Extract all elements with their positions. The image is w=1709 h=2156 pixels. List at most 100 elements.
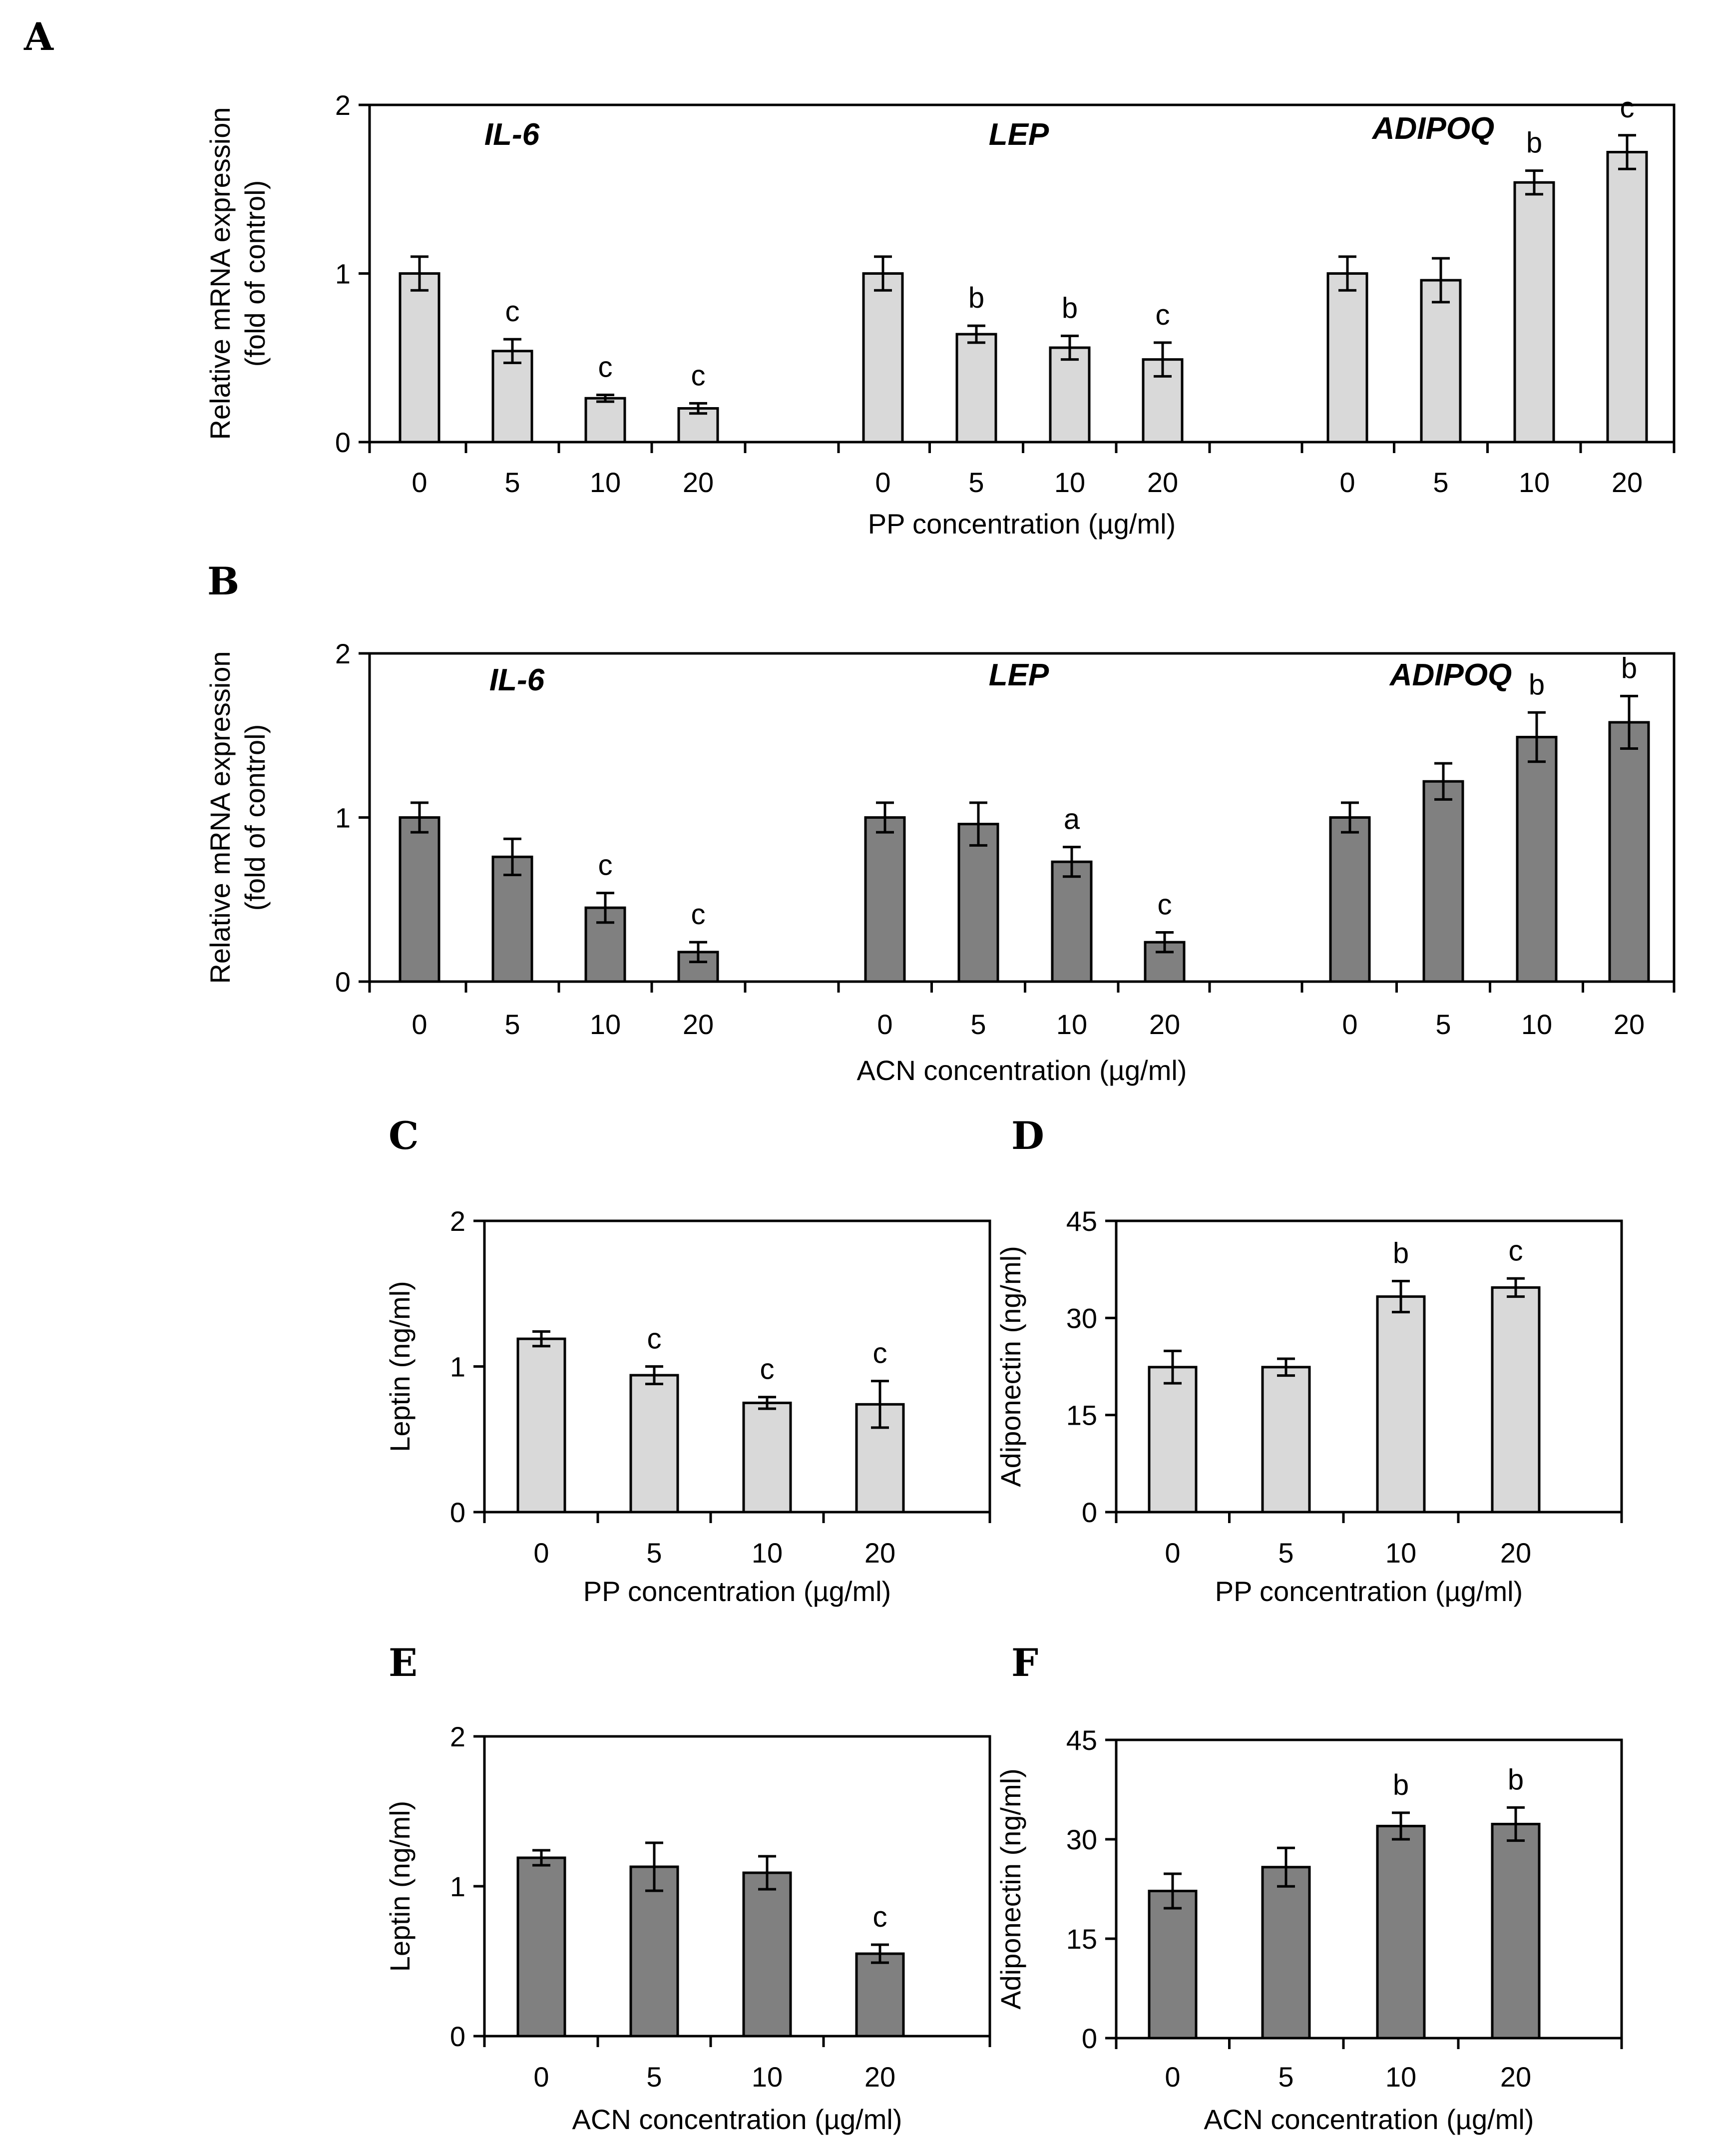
bar-D-0 (1148, 1366, 1198, 1514)
y-tick-label-A: 2 (335, 89, 351, 121)
x-tick-label-B-ADIPOQ: 20 (1614, 1009, 1645, 1040)
x-tick-label-C: 20 (864, 1537, 895, 1569)
x-tick-label-E: 10 (752, 2061, 783, 2093)
bar-B-IL-6-0 (399, 816, 440, 983)
x-tick-label-B-ADIPOQ: 0 (1342, 1009, 1357, 1040)
y-tick-label-B: 2 (335, 638, 351, 669)
y-tick-label-B: 1 (335, 802, 351, 834)
y-axis-title-D: Adiponectin (ng/ml) (995, 1246, 1026, 1487)
significance-label-A-IL-6: c (505, 295, 520, 328)
x-tick-label-D: 5 (1278, 1537, 1293, 1569)
x-tick-label-A-ADIPOQ: 0 (1339, 467, 1355, 498)
bar-F-10 (1376, 1824, 1426, 2040)
x-tick-label-F: 10 (1385, 2061, 1416, 2093)
significance-label-A-IL-6: c (598, 351, 613, 384)
panel-label-D: D (1011, 1113, 1044, 1158)
bar-A-IL-6-5 (491, 350, 533, 444)
x-tick-label-B-LEP: 5 (970, 1009, 986, 1040)
x-tick-label-D: 0 (1165, 1537, 1180, 1569)
significance-label-B-IL-6: c (691, 898, 706, 931)
bar-E-0 (516, 1856, 566, 2038)
y-tick-label-C: 1 (450, 1351, 465, 1383)
x-tick-label-F: 5 (1278, 2061, 1293, 2093)
y-axis-title-E: Leptin (ng/ml) (384, 1801, 416, 1972)
x-tick-label-A-LEP: 5 (968, 467, 984, 498)
x-tick-label-B-IL-6: 5 (504, 1009, 520, 1040)
x-axis-title-D: PP concentration (µg/ml) (1215, 1576, 1523, 1607)
bar-A-LEP-0 (862, 272, 904, 444)
x-axis-title-B: ACN concentration (µg/ml) (857, 1055, 1187, 1086)
bar-C-10 (742, 1401, 792, 1514)
y-tick-label-E: 2 (450, 1721, 465, 1752)
y-tick-label-F: 15 (1066, 1923, 1097, 1955)
x-tick-label-E: 0 (533, 2061, 549, 2093)
significance-label-B-LEP: a (1064, 803, 1080, 836)
bar-B-ADIPOQ-10 (1516, 736, 1558, 983)
panel-label-B: B (207, 559, 239, 603)
gene-label-A-IL-6: IL-6 (484, 117, 540, 152)
plot-frame-A (368, 103, 1676, 444)
x-tick-label-E: 5 (646, 2061, 662, 2093)
bar-E-5 (629, 1865, 679, 2038)
x-tick-label-B-LEP: 10 (1056, 1009, 1087, 1040)
y-tick-label-F: 0 (1082, 2023, 1097, 2054)
bar-F-5 (1261, 1866, 1311, 2040)
gene-label-A-ADIPOQ: ADIPOQ (1371, 111, 1495, 146)
bar-A-LEP-5 (955, 333, 997, 444)
bar-A-ADIPOQ-20 (1606, 151, 1648, 444)
bar-E-20 (855, 1952, 905, 2038)
x-axis-title-F: ACN concentration (µg/ml) (1204, 2104, 1534, 2135)
x-axis-title-E: ACN concentration (µg/ml) (572, 2104, 902, 2135)
y-tick-label-F: 45 (1066, 1724, 1097, 1756)
y-tick-label-E: 0 (450, 2021, 465, 2052)
y-axis-title-A: (fold of control) (239, 180, 271, 367)
y-axis-title-F: Adiponectin (ng/ml) (995, 1768, 1026, 2009)
plot-frame-D (1115, 1219, 1623, 1514)
x-axis-title-C: PP concentration (µg/ml) (583, 1576, 891, 1607)
x-tick-label-C: 5 (646, 1537, 662, 1569)
plot-frame-B (368, 652, 1676, 983)
x-tick-label-A-LEP: 0 (875, 467, 890, 498)
x-tick-label-C: 0 (533, 1537, 549, 1569)
bar-B-LEP-0 (864, 816, 906, 983)
x-tick-label-F: 0 (1165, 2061, 1180, 2093)
x-tick-label-A-ADIPOQ: 5 (1433, 467, 1448, 498)
significance-label-C: c (760, 1353, 775, 1386)
significance-label-B-ADIPOQ: b (1621, 652, 1637, 684)
gene-label-A-LEP: LEP (989, 117, 1049, 152)
y-axis-title-B: (fold of control) (239, 724, 271, 911)
y-axis-title-A: Relative mRNA expression (204, 107, 236, 440)
bar-F-20 (1491, 1822, 1541, 2040)
x-tick-label-A-IL-6: 10 (590, 467, 621, 498)
plot-frame-F (1115, 1738, 1623, 2040)
x-tick-label-B-ADIPOQ: 10 (1521, 1009, 1552, 1040)
bar-A-IL-6-10 (584, 397, 626, 444)
x-tick-label-D: 10 (1385, 1537, 1416, 1569)
gene-label-B-IL-6: IL-6 (489, 663, 545, 697)
y-tick-label-D: 15 (1066, 1400, 1097, 1431)
bar-A-IL-6-0 (399, 272, 440, 444)
y-tick-label-B: 0 (335, 966, 351, 998)
x-tick-label-A-LEP: 10 (1054, 467, 1085, 498)
significance-label-A-ADIPOQ: b (1526, 127, 1542, 159)
significance-label-C: c (647, 1323, 662, 1355)
gene-label-B-LEP: LEP (989, 658, 1049, 692)
panel-label-C: C (389, 1113, 419, 1158)
bar-B-LEP-10 (1051, 860, 1093, 983)
bar-B-ADIPOQ-5 (1422, 780, 1464, 983)
panel-label-E: E (389, 1640, 418, 1685)
x-tick-label-A-IL-6: 20 (683, 467, 714, 498)
x-tick-label-B-ADIPOQ: 5 (1435, 1009, 1451, 1040)
y-tick-label-A: 0 (335, 427, 351, 458)
significance-label-B-ADIPOQ: b (1529, 668, 1545, 701)
bar-A-ADIPOQ-5 (1420, 279, 1462, 444)
y-tick-label-D: 45 (1066, 1205, 1097, 1237)
gene-label-B-ADIPOQ: ADIPOQ (1389, 658, 1512, 692)
x-tick-label-B-IL-6: 10 (590, 1009, 621, 1040)
significance-label-E: c (873, 1901, 887, 1933)
x-tick-label-B-IL-6: 0 (412, 1009, 427, 1040)
significance-label-A-ADIPOQ: c (1620, 91, 1635, 124)
bar-A-ADIPOQ-10 (1513, 181, 1555, 444)
significance-label-F: b (1393, 1769, 1409, 1801)
